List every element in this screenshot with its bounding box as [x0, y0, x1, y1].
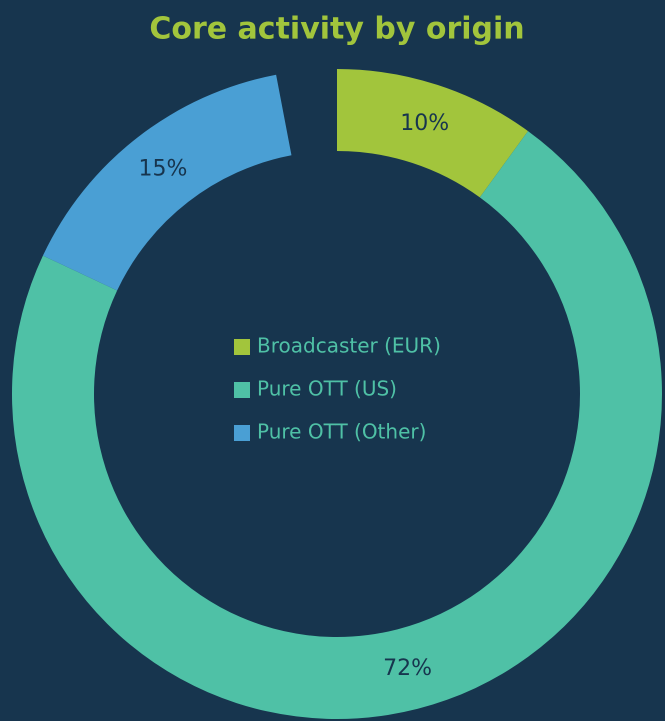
chart-title: Core activity by origin — [149, 12, 524, 47]
legend-label: Pure OTT (Other) — [257, 420, 426, 444]
donut-slice — [42, 74, 292, 291]
legend-swatch — [234, 382, 250, 398]
data-label: 10% — [400, 111, 449, 136]
donut-slice — [337, 69, 529, 198]
legend-label: Pure OTT (US) — [257, 377, 397, 401]
legend-swatch — [234, 339, 250, 355]
legend-swatch — [234, 425, 250, 441]
data-label: 15% — [138, 157, 187, 182]
data-label: 72% — [383, 656, 432, 681]
legend-label: Broadcaster (EUR) — [257, 334, 441, 358]
